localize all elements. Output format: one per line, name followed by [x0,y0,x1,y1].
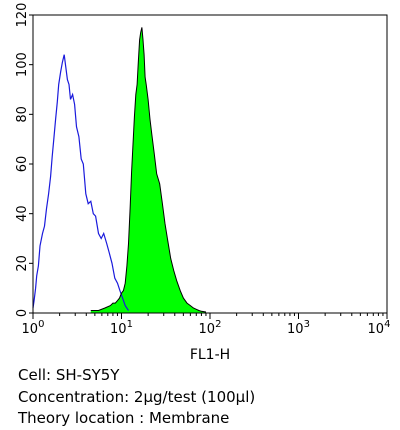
x-tick-label: 102 [199,319,222,337]
y-tick-label: 60 [15,156,30,173]
x-tick-label: 100 [22,319,45,337]
histogram-chart: 0 20 40 60 80 100 120 100 101 102 103 104 FL1-H [15,3,391,363]
y-tick-label: 40 [15,205,30,222]
series-control-line [32,54,129,311]
y-tick-label: 20 [15,255,30,272]
y-tick-label: 100 [15,52,30,77]
y-tick-label: 120 [15,3,30,28]
plot-frame [32,14,388,314]
series-sample-area [90,27,206,314]
x-tick-label: 101 [110,319,133,337]
y-tick-label: 80 [15,106,30,123]
caption-theory-location: Theory location : Membrane [18,409,230,427]
x-axis-label: FL1-H [190,347,230,363]
caption-concentration: Concentration: 2μg/test (100μl) [18,388,256,406]
y-tick-label: 0 [15,309,30,317]
caption-cell-line: Cell: SH-SY5Y [18,366,120,384]
x-tick-label: 103 [287,319,310,337]
series-sample-outline [90,27,207,313]
x-tick-label: 104 [368,319,391,337]
